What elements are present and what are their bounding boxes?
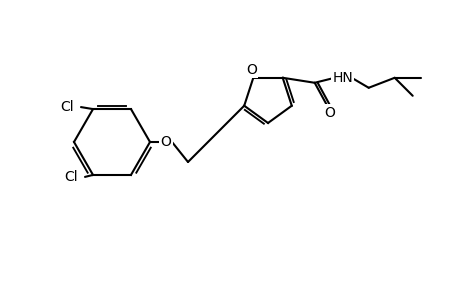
Text: Cl: Cl: [64, 170, 78, 184]
Text: Cl: Cl: [60, 100, 74, 114]
Text: O: O: [245, 63, 256, 77]
Text: HN: HN: [331, 71, 353, 85]
Text: O: O: [160, 135, 171, 149]
Text: O: O: [324, 106, 335, 120]
